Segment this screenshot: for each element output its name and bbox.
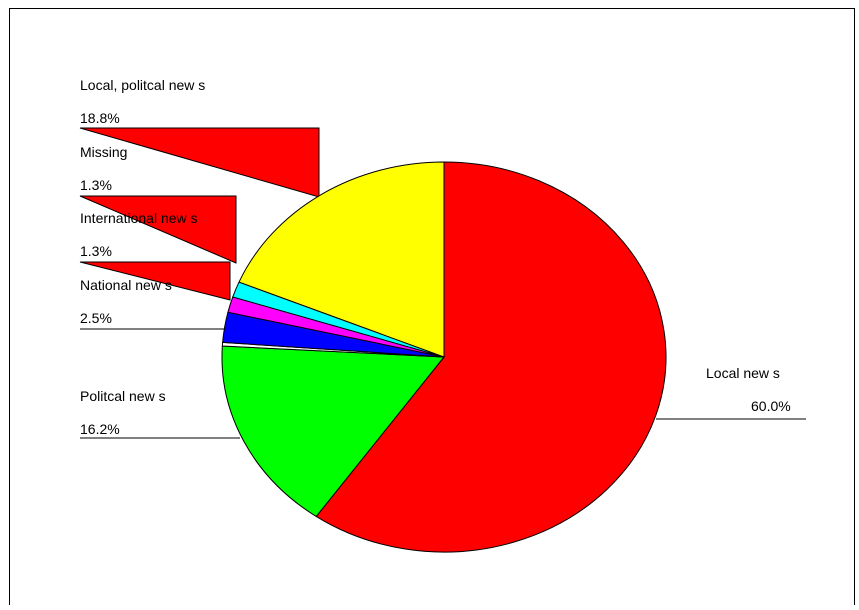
callout-local-political: [79, 127, 320, 198]
label-international: International new s: [80, 210, 198, 226]
value-local: 60.0%: [751, 398, 791, 414]
label-missing: Missing: [80, 144, 127, 160]
pie-slices: [221, 161, 667, 553]
value-international: 1.3%: [80, 243, 112, 259]
pie-slice-0: [315, 161, 667, 553]
callout-international: [79, 261, 231, 301]
label-local: Local new s: [706, 365, 780, 381]
value-missing: 1.3%: [80, 177, 112, 193]
value-political: 16.2%: [80, 421, 120, 437]
label-national: National new s: [80, 277, 172, 293]
pie-slice-1: [221, 345, 446, 518]
callout-missing: [79, 195, 237, 264]
value-local-political: 18.8%: [80, 110, 120, 126]
label-local-political: Local, politcal new s: [80, 77, 205, 93]
pie-slice-6: [238, 161, 445, 358]
label-political: Politcal new s: [80, 388, 166, 404]
value-national: 2.5%: [80, 310, 112, 326]
